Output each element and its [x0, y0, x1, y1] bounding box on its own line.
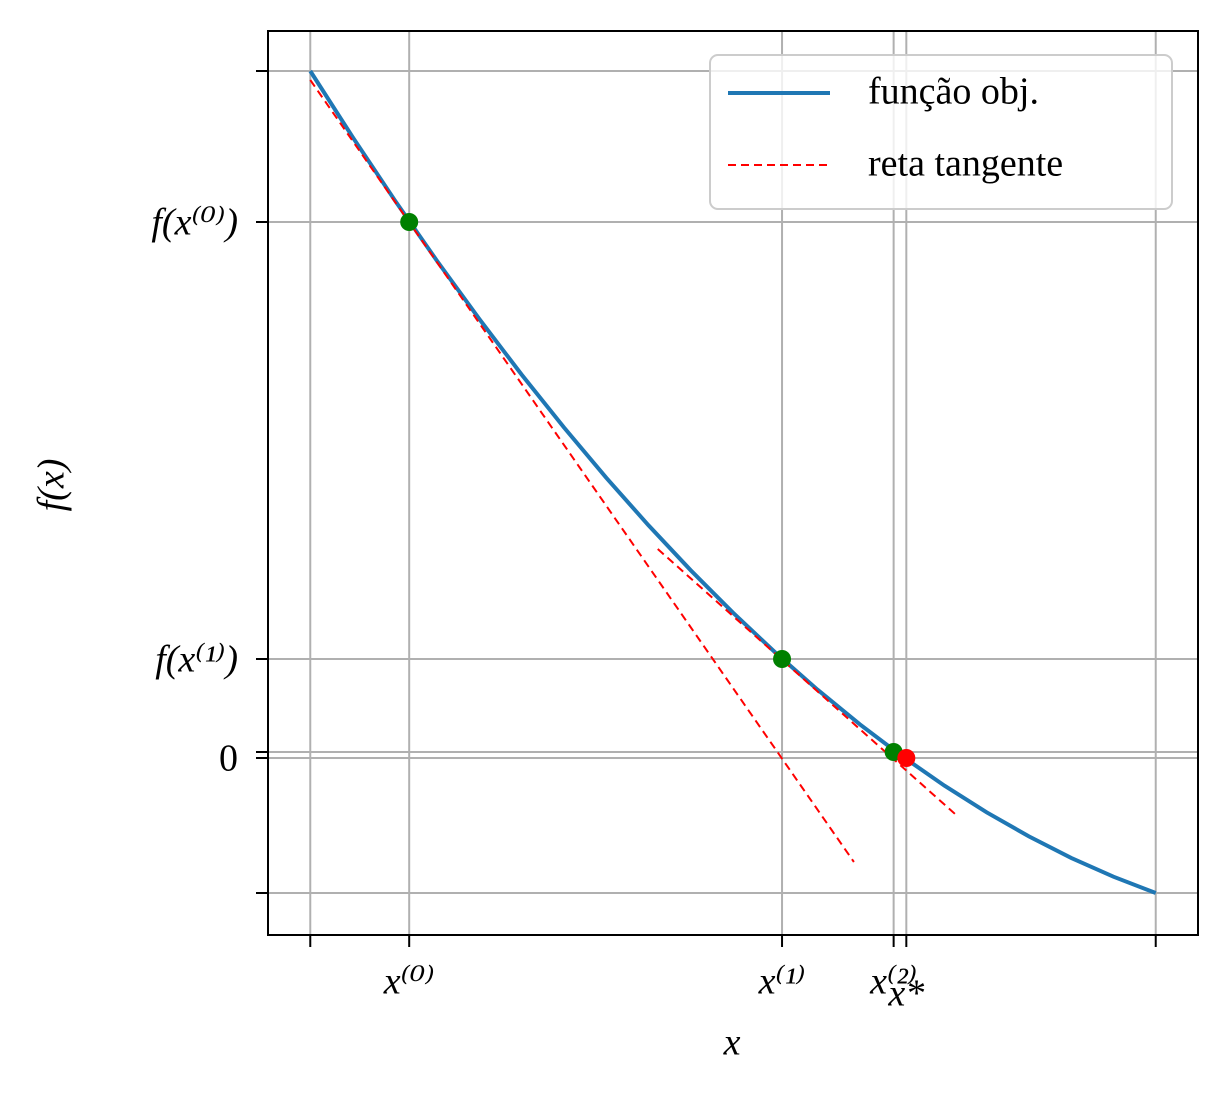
plot-frame	[267, 30, 1199, 936]
series-line	[308, 69, 1157, 895]
y-axis-label: f(x)	[31, 459, 73, 512]
legend-label: função obj.	[868, 71, 1039, 113]
x-axis-label: x	[723, 1022, 741, 1064]
tangent-line	[657, 548, 957, 816]
y-tick-label: 0	[219, 738, 238, 780]
tangent-line	[309, 79, 855, 863]
point	[773, 650, 792, 668]
point	[400, 213, 419, 231]
plot-area	[308, 69, 1157, 895]
point	[897, 749, 916, 767]
x-tick-label: x⁽¹⁾	[758, 961, 806, 1003]
y-tick-label: f(x⁽⁰⁾)	[151, 202, 238, 244]
legend-label: reta tangente	[868, 143, 1063, 185]
x-tick-label: x⁽⁰⁾	[383, 961, 435, 1003]
x-tick-label: x*	[887, 973, 924, 1015]
x-tick-label: x⁽²⁾	[869, 961, 917, 1003]
y-tick-label: f(x⁽¹⁾)	[155, 639, 238, 681]
